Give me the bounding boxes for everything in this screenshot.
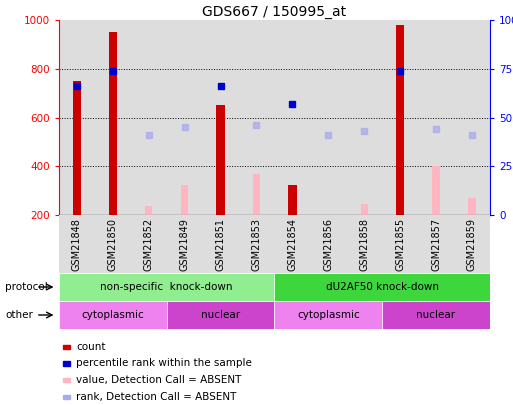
Bar (145, 207, 152, 215)
Bar (131, 215, 167, 273)
Bar (432, 166, 440, 215)
Bar (288, 185, 297, 215)
Bar (59, 273, 274, 301)
Bar (95, 20, 131, 215)
Bar (239, 215, 274, 273)
Bar (418, 20, 454, 215)
Bar (59, 215, 95, 273)
Bar (454, 20, 490, 215)
Bar (239, 20, 274, 215)
Text: nuclear: nuclear (417, 310, 456, 320)
Bar (203, 215, 239, 273)
Text: GSM21848: GSM21848 (72, 218, 82, 271)
Text: GSM21857: GSM21857 (431, 218, 441, 271)
Bar (73, 81, 81, 215)
Text: GSM21851: GSM21851 (215, 218, 226, 271)
Bar (181, 185, 188, 215)
Text: GSM21852: GSM21852 (144, 218, 154, 271)
Text: rank, Detection Call = ABSENT: rank, Detection Call = ABSENT (76, 392, 236, 402)
Bar (396, 25, 404, 215)
Bar (418, 215, 454, 273)
Bar (274, 273, 490, 301)
Text: GSM21858: GSM21858 (359, 218, 369, 271)
Text: dU2AF50 knock-down: dU2AF50 knock-down (326, 282, 439, 292)
Bar (468, 198, 476, 215)
Bar (167, 215, 203, 273)
Bar (253, 174, 260, 215)
Text: GSM21855: GSM21855 (395, 218, 405, 271)
Text: value, Detection Call = ABSENT: value, Detection Call = ABSENT (76, 375, 242, 385)
Text: GSM21849: GSM21849 (180, 218, 190, 271)
Text: count: count (76, 341, 106, 352)
Bar (59, 301, 167, 329)
Bar (274, 20, 310, 215)
Text: percentile rank within the sample: percentile rank within the sample (76, 358, 252, 369)
Bar (216, 105, 225, 215)
Text: non-specific  knock-down: non-specific knock-down (101, 282, 233, 292)
Text: cytoplasmic: cytoplasmic (82, 310, 144, 320)
Text: GSM21853: GSM21853 (251, 218, 262, 271)
Title: GDS667 / 150995_at: GDS667 / 150995_at (203, 5, 346, 19)
Bar (63, 345, 70, 349)
Bar (325, 215, 332, 217)
Bar (274, 215, 310, 273)
Text: cytoplasmic: cytoplasmic (297, 310, 360, 320)
Bar (361, 204, 368, 215)
Bar (59, 20, 95, 215)
Bar (382, 301, 490, 329)
Bar (131, 20, 167, 215)
Bar (382, 20, 418, 215)
Bar (167, 20, 203, 215)
Text: GSM21854: GSM21854 (287, 218, 298, 271)
Bar (274, 301, 382, 329)
Text: GSM21859: GSM21859 (467, 218, 477, 271)
Bar (63, 395, 70, 399)
Bar (63, 361, 70, 365)
Text: other: other (5, 310, 33, 320)
Text: nuclear: nuclear (201, 310, 240, 320)
Bar (203, 20, 239, 215)
Bar (95, 215, 131, 273)
Bar (167, 301, 274, 329)
Bar (346, 20, 382, 215)
Bar (63, 378, 70, 382)
Bar (109, 32, 117, 215)
Text: GSM21856: GSM21856 (323, 218, 333, 271)
Bar (310, 215, 346, 273)
Bar (382, 215, 418, 273)
Bar (346, 215, 382, 273)
Bar (310, 20, 346, 215)
Text: protocol: protocol (5, 282, 48, 292)
Bar (454, 215, 490, 273)
Text: GSM21850: GSM21850 (108, 218, 118, 271)
